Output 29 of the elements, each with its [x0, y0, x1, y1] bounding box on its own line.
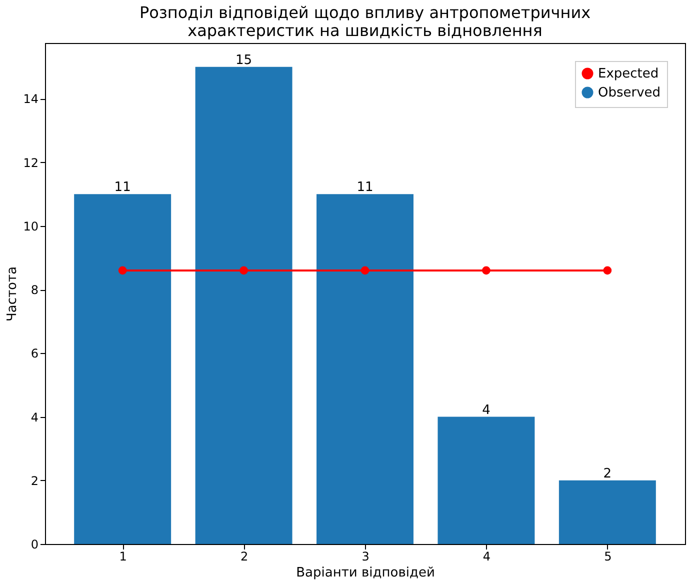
y-tick-label: 0 — [30, 538, 38, 552]
y-tick-label: 6 — [30, 346, 38, 361]
data-label: 11 — [114, 180, 131, 196]
y-tick-label: 2 — [30, 474, 38, 488]
y-tick-label: 10 — [23, 219, 38, 234]
legend-label: Expected — [598, 66, 659, 82]
x-tick-label: 5 — [604, 550, 612, 564]
bar — [316, 194, 414, 544]
text: Розподіл відповідей щодо впливу антропометричних — [139, 3, 591, 22]
x-axis-title: Варіанти відповідей — [296, 566, 435, 580]
x-tick-label: 4 — [482, 550, 491, 564]
bar — [438, 416, 535, 544]
y-tick-label: 14 — [23, 92, 38, 106]
x-tick-label: 1 — [119, 550, 127, 564]
x-tick-label: 2 — [240, 550, 248, 564]
y-tick-label: 4 — [30, 410, 38, 424]
legend-label: Observed — [598, 86, 661, 100]
x-tick-label: 3 — [362, 550, 370, 564]
y-tick-label: 8 — [30, 283, 38, 298]
y-axis-title: Частота — [5, 266, 20, 322]
data-label: 4 — [482, 402, 490, 418]
text: характеристик на швидкість відновлення — [188, 21, 542, 40]
bar — [195, 66, 292, 544]
data-label: 11 — [356, 180, 374, 196]
bar — [74, 194, 172, 544]
y-tick-label: 12 — [23, 156, 38, 170]
bar — [558, 480, 656, 544]
data-label: 15 — [236, 52, 252, 68]
data-label: 2 — [603, 466, 612, 482]
